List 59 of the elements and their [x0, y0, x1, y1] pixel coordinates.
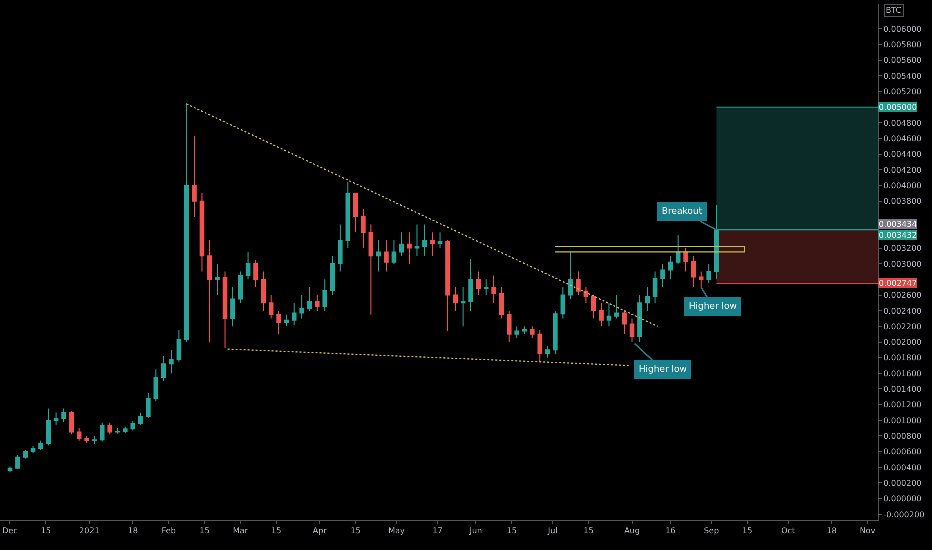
x-tick-label: 15 — [350, 526, 361, 536]
ref-line-label: 0.005000 — [879, 103, 918, 112]
y-tick-label: 0.004000 — [884, 181, 922, 190]
y-axis-title: BTC — [886, 6, 902, 15]
y-tick-label: 0.004600 — [884, 134, 922, 144]
y-tick-label: 0.003800 — [884, 197, 922, 206]
y-tick-label: -0.000200 — [884, 510, 925, 520]
x-tick-label: Dec — [2, 526, 18, 536]
y-tick-label: 0.001000 — [884, 416, 922, 426]
y-tick-label: 0.001800 — [884, 354, 922, 363]
annotation: Higher low — [639, 365, 688, 375]
y-tick-label: 0.000600 — [884, 448, 922, 457]
x-tick-label: May — [388, 526, 406, 536]
x-tick-label: 15 — [271, 526, 282, 536]
x-tick-label: 18 — [128, 526, 138, 536]
ref-line-label: 0.003432 — [879, 231, 918, 240]
x-tick-label: 15 — [40, 526, 52, 536]
y-tick-label: 0.000000 — [884, 494, 922, 504]
y-tick-label: 0.002200 — [884, 322, 922, 332]
x-tick-label: Aug — [624, 526, 640, 536]
y-tick-label: 0.005200 — [884, 88, 922, 96]
x-tick-label: Oct — [781, 526, 796, 536]
x-tick-label: Mar — [233, 526, 249, 536]
y-tick-label: 0.004200 — [884, 166, 922, 175]
y-tick-label: 0.005800 — [884, 40, 922, 50]
y-tick-label: 0.002400 — [884, 306, 922, 316]
x-tick-label: 17 — [432, 526, 443, 536]
y-tick-label: 0.004800 — [884, 118, 922, 128]
x-tick-label: Nov — [860, 526, 876, 536]
y-tick-label: 0.003000 — [884, 260, 922, 269]
y-tick-label: 0.000200 — [884, 479, 922, 488]
y-tick-label: 0.005400 — [884, 72, 922, 81]
ref-line-label: 0.002747 — [879, 279, 918, 288]
x-tick-label: Jun — [468, 526, 482, 536]
x-tick-label: 18 — [826, 526, 838, 536]
x-tick-label: Jul — [547, 526, 558, 536]
y-tick-label: 0.001600 — [884, 369, 922, 378]
y-tick-label: 0.000800 — [884, 432, 922, 442]
y-tick-label: 0.006000 — [884, 24, 922, 34]
ref-line-label: 0.003434 — [879, 220, 918, 229]
y-tick-label: 0.003200 — [884, 244, 922, 254]
x-tick-label: 16 — [666, 526, 676, 536]
x-tick-label: 15 — [584, 526, 594, 536]
annotation: Higher low — [689, 302, 738, 312]
annotation: Breakout — [662, 207, 703, 217]
x-tick-label: Feb — [162, 526, 176, 536]
y-tick-label: 0.005600 — [884, 56, 922, 66]
y-tick-label: 0.004400 — [884, 150, 922, 160]
y-tick-label: 0.000400 — [884, 463, 922, 472]
x-tick-label: Sep — [704, 526, 720, 536]
x-tick-label: 2021 — [79, 526, 100, 536]
x-tick-label: Apr — [313, 526, 328, 536]
x-tick-label: 15 — [742, 526, 753, 536]
x-tick-label: 15 — [506, 526, 518, 536]
x-tick-label: 15 — [200, 526, 210, 536]
y-tick-label: 0.001200 — [884, 400, 922, 410]
y-tick-label: 0.001400 — [884, 385, 922, 394]
y-tick-label: 0.002000 — [884, 338, 922, 348]
y-tick-label: 0.002600 — [884, 291, 922, 300]
